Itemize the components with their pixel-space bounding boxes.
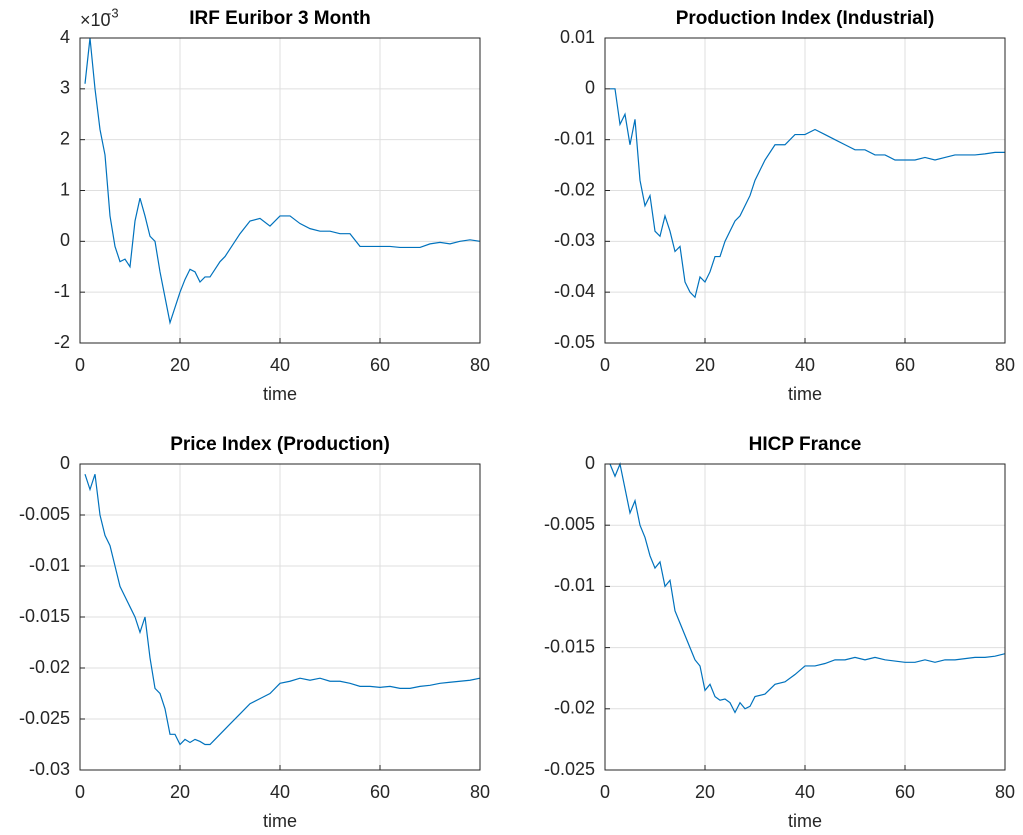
chart-title: Production Index (Industrial) <box>676 8 935 29</box>
x-axis-label: time <box>263 384 297 404</box>
y-tick-label: -0.02 <box>554 179 595 199</box>
y-tick-label: -0.01 <box>554 575 595 595</box>
x-axis-label: time <box>788 811 822 831</box>
y-tick-label: -0.025 <box>544 759 595 779</box>
x-tick-label: 80 <box>470 355 490 375</box>
x-tick-label: 20 <box>695 355 715 375</box>
y-tick-label: -0.05 <box>554 332 595 352</box>
y-tick-label: -1 <box>54 281 70 301</box>
x-tick-label: 60 <box>370 355 390 375</box>
data-line <box>610 88 1005 299</box>
y-tick-label: -0.025 <box>19 708 70 728</box>
y-tick-label: -0.005 <box>19 504 70 524</box>
x-tick-label: 80 <box>470 782 490 802</box>
x-tick-label: 60 <box>895 782 915 802</box>
data-line <box>609 461 1006 714</box>
y-tick-label: -0.02 <box>554 698 595 718</box>
y-tick-label: -0.01 <box>554 128 595 148</box>
chart-title: HICP France <box>749 434 862 455</box>
x-tick-label: 40 <box>795 782 815 802</box>
x-axis-label: time <box>788 384 822 404</box>
y-tick-label: -0.015 <box>544 636 595 656</box>
x-tick-label: 60 <box>370 782 390 802</box>
axes-box <box>79 37 481 344</box>
x-tick-label: 0 <box>75 782 85 802</box>
y-multiplier: ×10 <box>80 10 111 30</box>
axes-box <box>604 463 1006 771</box>
y-tick-label: 4 <box>60 27 70 47</box>
y-tick-label: 0 <box>585 78 595 98</box>
y-tick-label: -0.03 <box>29 759 70 779</box>
x-tick-label: 20 <box>695 782 715 802</box>
axes-box <box>604 37 1006 344</box>
y-tick-label: 0 <box>60 230 70 250</box>
y-tick-label: -0.01 <box>29 555 70 575</box>
x-tick-label: 60 <box>895 355 915 375</box>
y-tick-label: -2 <box>54 332 70 352</box>
x-tick-label: 20 <box>170 782 190 802</box>
x-tick-label: 0 <box>600 355 610 375</box>
y-tick-label: -0.005 <box>544 514 595 534</box>
x-tick-label: 40 <box>795 355 815 375</box>
y-tick-label: 1 <box>60 179 70 199</box>
x-tick-label: 80 <box>995 782 1015 802</box>
x-axis-label: time <box>263 811 297 831</box>
y-tick-label: 3 <box>60 78 70 98</box>
y-tick-label: -0.04 <box>554 281 595 301</box>
x-tick-label: 80 <box>995 355 1015 375</box>
y-tick-label: -0.03 <box>554 230 595 250</box>
data-line <box>84 474 481 746</box>
data-line <box>84 37 481 326</box>
x-tick-label: 40 <box>270 782 290 802</box>
x-tick-label: 40 <box>270 355 290 375</box>
y-tick-label: 0 <box>60 453 70 473</box>
y-multiplier-exponent: -3 <box>107 5 119 20</box>
y-tick-label: 0 <box>585 453 595 473</box>
chart-title: Price Index (Production) <box>170 434 390 455</box>
x-tick-label: 0 <box>600 782 610 802</box>
y-tick-label: 2 <box>60 128 70 148</box>
y-tick-label: -0.015 <box>19 606 70 626</box>
axes-box <box>79 463 481 771</box>
chart-title: IRF Euribor 3 Month <box>189 8 371 29</box>
x-tick-label: 20 <box>170 355 190 375</box>
y-tick-label: -0.02 <box>29 657 70 677</box>
x-tick-label: 0 <box>75 355 85 375</box>
y-tick-label: 0.01 <box>560 27 595 47</box>
